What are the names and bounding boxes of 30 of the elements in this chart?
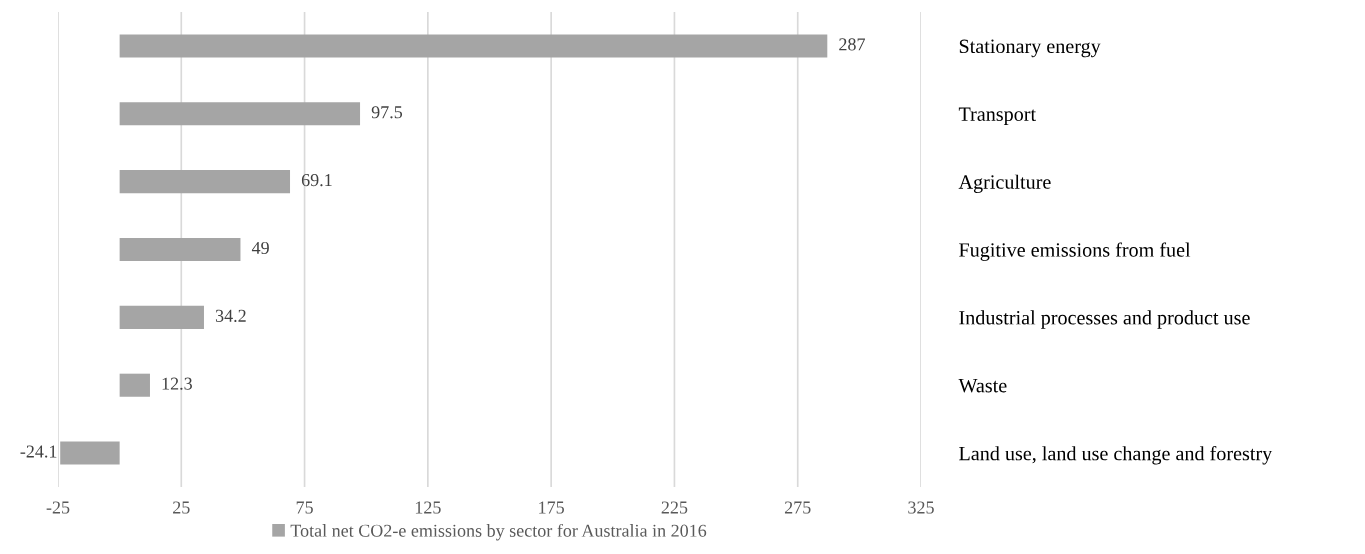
x-tick-label: 175 xyxy=(539,501,564,514)
data-label: 97.5 xyxy=(371,106,403,119)
legend-label: Total net CO2-e emissions by sector for Australia in 2016 xyxy=(290,523,707,541)
bar xyxy=(119,373,150,397)
y-tick-label: Waste xyxy=(958,379,1007,393)
y-tick-label: Industrial processes and product use xyxy=(959,310,1250,329)
x-tick-label: 25 xyxy=(173,501,190,514)
bar xyxy=(119,170,291,194)
bar xyxy=(119,305,204,329)
bar xyxy=(119,237,241,262)
y-tick-label: Fugitive emissions from fuel xyxy=(959,242,1191,261)
x-tick-label: -25 xyxy=(46,501,70,514)
bar xyxy=(119,34,828,58)
data-label: 287 xyxy=(839,38,865,51)
x-tick-label: 125 xyxy=(415,501,441,514)
data-label: 69.1 xyxy=(301,174,332,187)
x-tick-label: 75 xyxy=(296,501,313,514)
data-label: 34.2 xyxy=(215,309,246,322)
y-tick-label: Transport xyxy=(958,107,1036,126)
x-tick-label: 275 xyxy=(784,501,811,514)
y-tick-label: Stationary energy xyxy=(959,39,1101,58)
x-tick-label: 225 xyxy=(661,501,688,514)
bar xyxy=(60,441,120,465)
y-tick-label: Agriculture xyxy=(958,174,1051,193)
x-tick-label: 325 xyxy=(908,501,934,514)
bar xyxy=(119,102,361,126)
data-label: 49 xyxy=(251,241,269,255)
data-label: 12.3 xyxy=(162,377,192,390)
data-label: -24.1 xyxy=(20,445,57,458)
y-tick-label: Land use, land use change and forestry xyxy=(959,445,1273,465)
